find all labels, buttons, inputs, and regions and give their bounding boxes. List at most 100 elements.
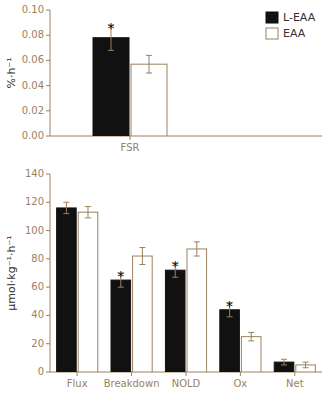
y-tick [46,258,50,259]
x-tick-label: Flux [67,378,88,389]
marks [57,202,316,372]
error-bar [248,332,254,340]
legend-label: EAA [283,27,306,40]
y-axis [50,174,51,372]
bar [93,38,129,136]
annotations: * * * [117,258,233,314]
y-tick [46,85,50,86]
y-tick [46,110,50,111]
bar [78,212,98,372]
error-cap [108,50,114,51]
y-tick [46,136,50,137]
error-cap [303,362,309,363]
y-tick [46,343,50,344]
y-tick-label: 100 [25,225,44,236]
y-tick [46,202,50,203]
error-cap [118,287,124,288]
error-bar [146,55,152,73]
significance-marker: * [117,268,124,284]
y-tick-label: 80 [31,253,44,264]
x-tick-label: Net [286,378,304,389]
y-tick-label: 140 [25,168,44,179]
error-cap [146,73,152,74]
x-tick [186,372,187,376]
error-bar [85,207,91,218]
error-cap [248,332,254,333]
y-tick [46,372,50,373]
error-cap [172,277,178,278]
x-tick-label: Breakdown [104,378,160,389]
error-cap [248,340,254,341]
x-tick [294,372,295,376]
x-tick-label: NOLD [172,378,201,389]
bar [57,208,77,372]
y-tick-label: 120 [25,196,44,207]
marks [93,25,167,136]
legend-swatch [266,12,278,23]
error-cap [194,241,200,242]
bar [165,270,185,372]
y-tick [46,35,50,36]
panel: 020406080100120140μmol·kg⁻¹·h⁻¹FluxBreak… [5,168,322,389]
error-line [284,359,285,365]
bar [133,256,153,372]
error-cap [63,213,69,214]
bar [220,310,240,372]
error-cap [85,217,91,218]
significance-marker: * [172,258,179,274]
y-tick-label: 0.04 [22,80,44,91]
y-tick-label: 0.00 [22,130,44,141]
error-cap [139,247,145,248]
y-axis-label: %·h⁻¹ [5,57,18,88]
y-tick [46,174,50,175]
y-axis [50,10,51,136]
legend-label: L-EAA [283,11,316,24]
y-tick-label: 0.10 [22,4,44,15]
legend: L-EAA EAA [266,11,316,40]
bar [187,249,207,372]
error-line [142,248,143,265]
error-line [251,332,252,340]
x-axis [50,136,322,137]
error-cap [281,364,287,365]
y-tick [46,315,50,316]
x-tick-label: Ox [234,378,248,389]
chart: 0.000.020.040.060.080.10%·h⁻¹FSR*L-EAAEA… [0,0,330,407]
y-tick [46,60,50,61]
annotations: * [108,20,115,36]
x-tick [130,136,131,140]
x-tick-label: FSR [121,142,140,153]
bar [111,280,131,372]
error-bar [63,202,69,213]
error-cap [227,316,233,317]
significance-marker: * [226,298,233,314]
y-tick-label: 60 [31,281,44,292]
y-tick [46,10,50,11]
error-cap [85,206,91,207]
x-tick [131,372,132,376]
y-tick [46,287,50,288]
y-tick-label: 0.02 [22,105,44,116]
error-cap [303,367,309,368]
panel: 0.000.020.040.060.080.10%·h⁻¹FSR*L-EAAEA… [5,4,322,153]
error-cap [139,264,145,265]
x-tick [77,372,78,376]
error-bar [281,359,287,365]
error-line [305,362,306,368]
bar [241,337,261,372]
error-line [149,55,150,73]
y-tick-label: 0 [38,366,44,377]
error-cap [194,256,200,257]
legend-swatch [266,28,278,39]
y-tick [46,230,50,231]
error-bar [194,242,200,256]
y-tick-label: 0.06 [22,54,44,65]
error-line [196,242,197,256]
y-tick-label: 20 [31,338,44,349]
error-cap [146,55,152,56]
error-bar [303,362,309,368]
error-line [66,202,67,213]
y-tick-label: 40 [31,309,44,320]
significance-marker: * [108,20,115,36]
error-cap [281,359,287,360]
